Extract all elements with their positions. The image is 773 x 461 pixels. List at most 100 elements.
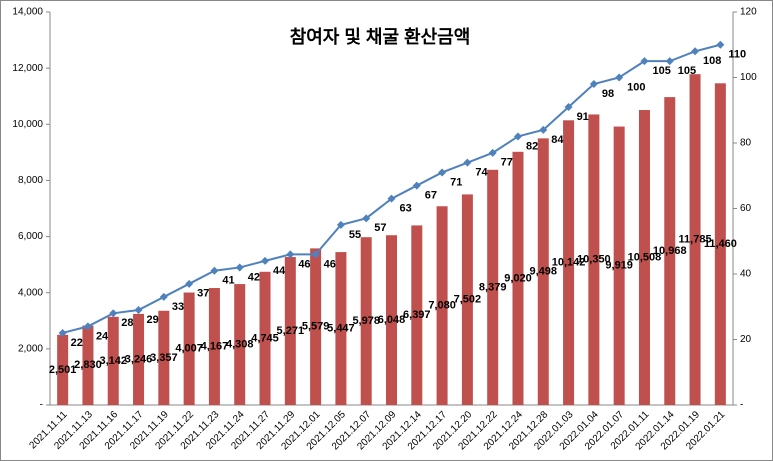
line-value-label: 33	[172, 301, 184, 313]
line-marker	[539, 125, 548, 134]
bar	[689, 74, 701, 405]
bar-value-label: 9,919	[605, 260, 633, 272]
bar-value-label: 10,968	[653, 245, 687, 257]
line-value-label: 67	[425, 189, 437, 201]
line-value-label: 57	[374, 222, 386, 234]
bar-value-label: 8,379	[479, 281, 507, 293]
bar-value-label: 7,080	[428, 300, 456, 312]
y-tick-label: 4,000	[18, 287, 43, 298]
y2-tick-label: 100	[740, 72, 757, 83]
line-marker	[463, 158, 472, 167]
y-tick-label: 12,000	[12, 63, 43, 74]
line-value-label: 105	[678, 65, 696, 77]
line-marker	[311, 250, 320, 259]
y-tick-label: 14,000	[12, 7, 43, 18]
line-value-label: 108	[703, 55, 721, 67]
line-value-label: 82	[526, 140, 538, 152]
line-marker	[615, 73, 624, 82]
line-marker	[134, 306, 143, 315]
bar	[234, 284, 246, 405]
bar	[638, 110, 650, 406]
line-marker	[513, 132, 522, 141]
line-value-label: 91	[577, 111, 589, 123]
bar-value-label: 3,142	[99, 355, 127, 367]
bar-value-label: 4,745	[251, 332, 279, 344]
bar	[208, 288, 220, 405]
bar	[133, 313, 145, 405]
bar-value-label: 11,785	[679, 233, 712, 245]
bar	[386, 235, 397, 405]
y2-tick-label: 60	[740, 203, 752, 214]
line-marker	[58, 328, 67, 337]
bar	[563, 120, 575, 406]
bar-value-label: 6,397	[403, 309, 431, 321]
chart-title: 참여자 및 채굴 환산금액	[290, 26, 471, 47]
bar	[158, 310, 170, 405]
line-value-label: 46	[298, 258, 310, 270]
line-marker	[438, 168, 447, 177]
y2-tick-label: 20	[740, 334, 752, 345]
line-marker	[564, 102, 573, 111]
bar-value-label: 9,498	[530, 266, 558, 278]
bar	[183, 292, 195, 405]
line-marker	[362, 214, 371, 223]
line-value-label: 71	[450, 176, 462, 188]
y-tick-label: 6,000	[18, 231, 43, 242]
line-marker	[83, 322, 92, 331]
line-value-label: 55	[349, 229, 361, 241]
bar-value-label: 3,246	[125, 353, 153, 365]
bar	[360, 237, 372, 405]
bar	[310, 248, 322, 405]
line-marker	[261, 256, 270, 265]
line-marker	[488, 148, 497, 157]
line-value-label: 37	[197, 288, 209, 300]
line-marker	[235, 263, 244, 272]
y-tick-label: 8,000	[18, 175, 43, 186]
line-value-label: 42	[248, 271, 260, 283]
line-marker	[589, 80, 598, 89]
line-value-label: 105	[652, 65, 670, 77]
line-marker	[412, 181, 421, 190]
y-tick-label: 10,000	[12, 119, 43, 130]
bar	[57, 334, 69, 405]
y2-tick-label: 40	[740, 269, 752, 280]
line-value-label: 98	[602, 88, 614, 100]
bar	[284, 257, 296, 405]
bar-value-label: 9,020	[504, 272, 532, 284]
line-value-label: 28	[121, 317, 133, 329]
line-marker	[210, 266, 219, 275]
bar	[259, 271, 271, 405]
bar-value-label: 4,007	[175, 343, 203, 355]
y-tick-label: 2,000	[18, 343, 43, 354]
bar	[107, 316, 119, 405]
line-value-label: 77	[501, 157, 513, 169]
y2-tick-label: -	[740, 400, 743, 411]
bar	[487, 169, 499, 405]
line-marker	[387, 194, 396, 203]
line-marker	[286, 250, 295, 259]
line-value-label: 84	[551, 134, 564, 146]
line-marker	[665, 57, 674, 66]
y2-tick-label: 120	[740, 7, 757, 18]
bar-value-label: 4,167	[201, 340, 229, 352]
line-value-label: 44	[273, 265, 286, 277]
bar	[714, 83, 726, 406]
bar	[82, 325, 94, 405]
line-value-label: 29	[147, 314, 159, 326]
bar-value-label: 5,447	[327, 322, 355, 334]
line-value-label: 110	[728, 49, 746, 61]
bar-value-label: 10,142	[552, 257, 586, 269]
bar-value-label: 5,271	[277, 325, 305, 337]
line-marker	[109, 309, 118, 318]
bar-value-label: 5,579	[302, 321, 330, 333]
line-marker	[336, 220, 345, 229]
bar-value-label: 4,308	[226, 338, 254, 350]
bar	[436, 206, 448, 405]
bar-value-label: 3,357	[150, 352, 178, 364]
bar	[664, 97, 676, 405]
y-tick-label: -	[40, 400, 43, 411]
line-value-label: 74	[475, 167, 488, 179]
bar	[613, 126, 625, 405]
y2-tick-label: 80	[740, 138, 752, 149]
